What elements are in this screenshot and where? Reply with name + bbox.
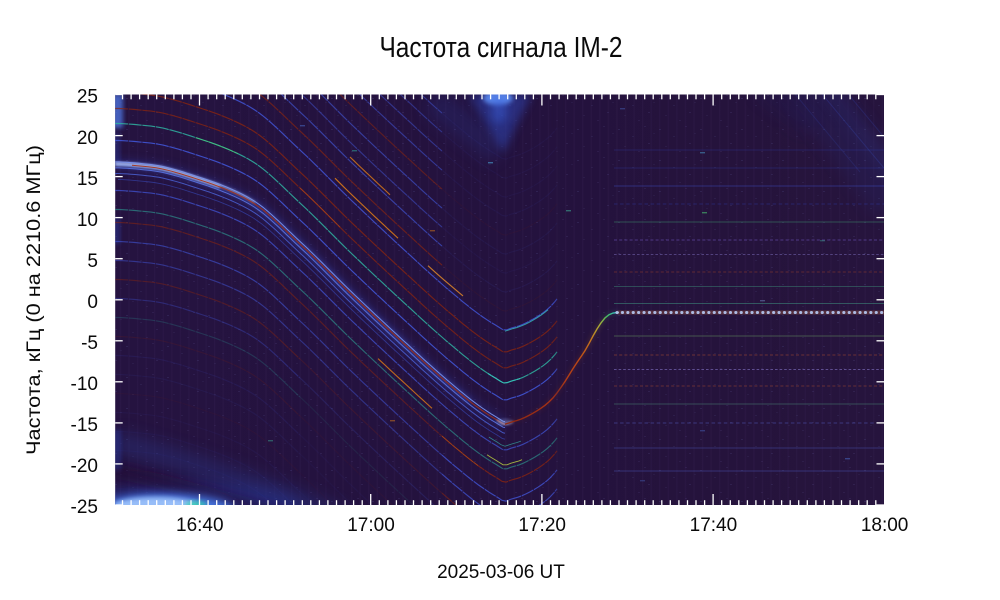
svg-text:Частота сигнала IM-2: Частота сигнала IM-2	[380, 32, 623, 64]
svg-text:2025-03-06 UT: 2025-03-06 UT	[437, 562, 565, 583]
svg-text:Частота, кГц (0 на 2210.6 МГц: Частота, кГц (0 на 2210.6 МГц)	[23, 145, 45, 455]
svg-text:-10: -10	[71, 374, 98, 395]
svg-text:-5: -5	[81, 333, 98, 354]
svg-text:15: 15	[77, 169, 98, 190]
svg-text:17:40: 17:40	[690, 515, 738, 536]
svg-text:16:40: 16:40	[176, 515, 224, 536]
svg-text:-20: -20	[71, 456, 98, 477]
svg-text:0: 0	[87, 292, 98, 313]
svg-text:17:00: 17:00	[347, 515, 395, 536]
svg-text:20: 20	[77, 128, 98, 149]
svg-text:17:20: 17:20	[518, 515, 566, 536]
svg-text:10: 10	[77, 210, 98, 231]
svg-text:-25: -25	[71, 497, 98, 518]
svg-text:25: 25	[77, 87, 98, 108]
svg-text:-15: -15	[71, 415, 98, 436]
svg-text:18:00: 18:00	[861, 515, 909, 536]
svg-text:5: 5	[87, 251, 98, 272]
